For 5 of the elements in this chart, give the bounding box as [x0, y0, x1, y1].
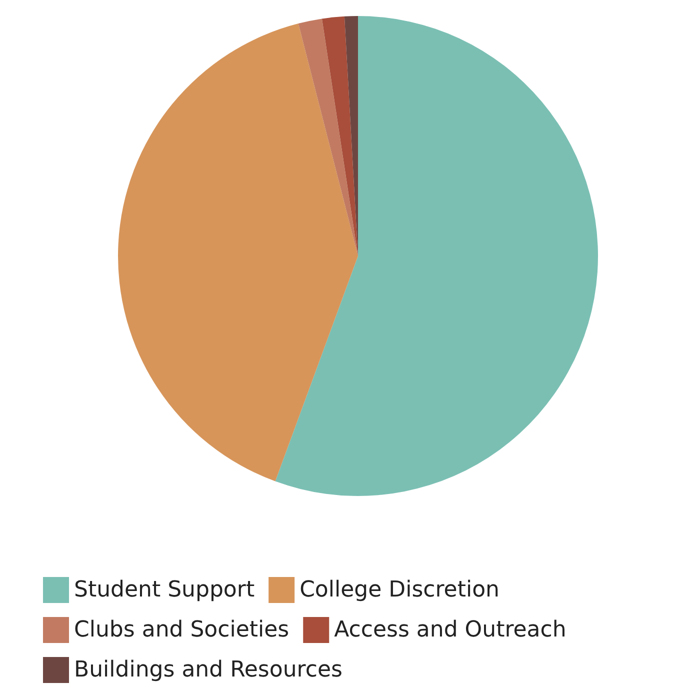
- legend-label: Clubs and Societies: [74, 618, 290, 642]
- legend-label: Access and Outreach: [334, 618, 566, 642]
- legend-label: College Discretion: [300, 578, 500, 602]
- legend-label: Buildings and Resources: [74, 658, 342, 682]
- legend-label: Student Support: [74, 578, 255, 602]
